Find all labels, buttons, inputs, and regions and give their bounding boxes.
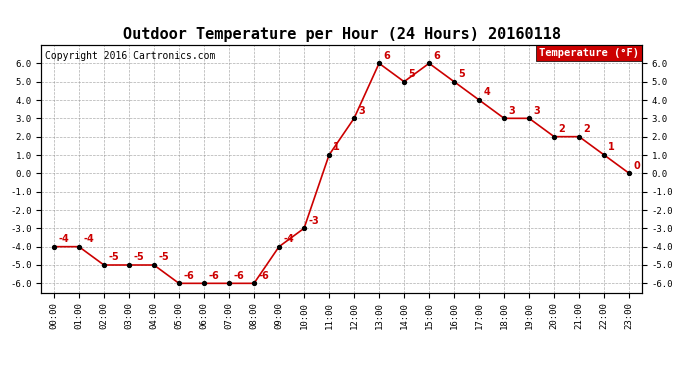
Point [424,60,435,66]
Text: 3: 3 [533,105,540,116]
Text: 6: 6 [383,51,390,60]
Point [224,280,235,286]
Point [599,152,610,158]
Point [148,262,159,268]
Title: Outdoor Temperature per Hour (24 Hours) 20160118: Outdoor Temperature per Hour (24 Hours) … [123,27,560,42]
Point [173,280,184,286]
Point [373,60,384,66]
Point [73,244,84,250]
Point [99,262,110,268]
Text: -5: -5 [158,252,169,262]
Text: -5: -5 [108,252,119,262]
Point [624,170,635,176]
Text: -6: -6 [183,270,194,280]
Point [499,116,510,122]
Text: 0: 0 [633,160,640,171]
Text: 1: 1 [609,142,615,152]
Text: Temperature (°F): Temperature (°F) [539,48,639,58]
Text: -5: -5 [133,252,144,262]
Point [324,152,335,158]
Text: -6: -6 [258,270,269,280]
Text: -4: -4 [83,234,94,244]
Point [399,79,410,85]
Text: 5: 5 [408,69,415,79]
Text: -6: -6 [233,270,244,280]
Text: 4: 4 [483,87,490,97]
Point [573,134,584,140]
Text: -3: -3 [308,216,319,225]
Text: 2: 2 [558,124,565,134]
Point [199,280,210,286]
Text: Copyright 2016 Cartronics.com: Copyright 2016 Cartronics.com [45,51,215,61]
Text: 5: 5 [458,69,465,79]
Text: -4: -4 [58,234,69,244]
Point [248,280,259,286]
Point [473,97,484,103]
Text: 1: 1 [333,142,340,152]
Point [124,262,135,268]
Text: 2: 2 [583,124,590,134]
Point [549,134,560,140]
Text: 3: 3 [509,105,515,116]
Point [448,79,460,85]
Text: -6: -6 [208,270,219,280]
Text: -4: -4 [283,234,294,244]
Point [48,244,59,250]
Text: 3: 3 [358,105,365,116]
Point [524,116,535,122]
Point [273,244,284,250]
Text: 6: 6 [433,51,440,60]
Point [348,116,359,122]
Point [299,225,310,231]
